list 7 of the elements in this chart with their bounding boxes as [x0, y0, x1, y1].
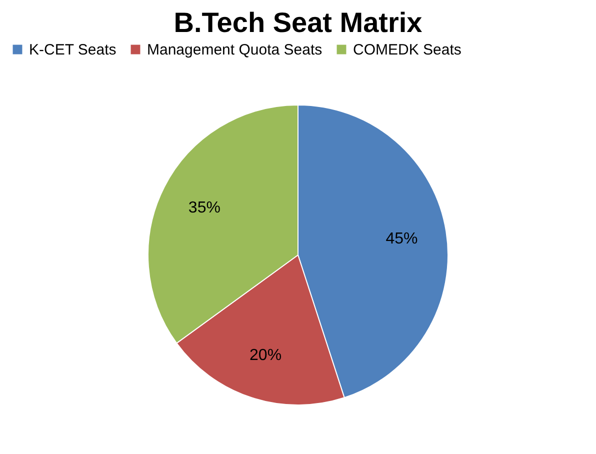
data-label: 45%	[386, 230, 418, 248]
data-label: 35%	[188, 199, 220, 216]
legend-label: K-CET Seats	[29, 42, 116, 59]
legend-label: COMEDK Seats	[353, 42, 462, 59]
legend-label: Management Quota Seats	[147, 42, 322, 59]
chart-title: B.Tech Seat Matrix	[174, 7, 423, 38]
data-label: 20%	[250, 346, 282, 364]
